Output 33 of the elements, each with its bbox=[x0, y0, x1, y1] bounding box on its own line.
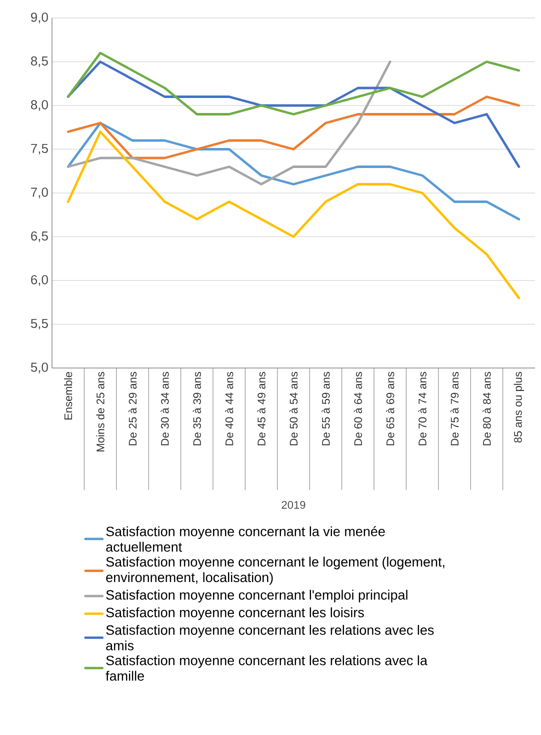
y-tick-label: 8,5 bbox=[30, 56, 48, 68]
x-tick-label: De 40 à 44 ans bbox=[225, 372, 234, 446]
x-tick-label: De 65 à 69 ans bbox=[386, 372, 394, 446]
x-tick-label: De 50 à 54 ans bbox=[289, 372, 298, 446]
y-tick-label: 6,0 bbox=[31, 275, 48, 286]
x-tick-label: Ensemble bbox=[64, 372, 72, 420]
x-tick-label: De 25 à 29 ans bbox=[128, 372, 137, 446]
x-tick-label: 85 ans ou plus bbox=[514, 372, 524, 443]
x-axis-title: 2019 bbox=[282, 501, 306, 509]
x-tick-label: De 35 à 39 ans bbox=[192, 372, 202, 446]
x-tick-label: De 70 à 74 ans bbox=[418, 372, 426, 446]
y-tick-label: 5,0 bbox=[30, 362, 48, 374]
y-tick-label: 9,0 bbox=[31, 12, 48, 24]
legend-label: Satisfaction moyenne concernant les loisirs bbox=[106, 607, 364, 620]
legend-label: Satisfaction moyenne concernant les relations avec les amis bbox=[106, 624, 434, 650]
x-tick-label: De 75 à 79 ans bbox=[450, 372, 459, 446]
legend-label: Satisfaction moyenne concernant le logement (logement, environnement, localisation) bbox=[106, 556, 444, 585]
x-tick-label: Moins de 25 ans bbox=[96, 372, 104, 452]
legend-label: Satisfaction moyenne concernant l'emploi principal bbox=[106, 590, 408, 602]
x-tick-label: De 30 à 34 ans bbox=[160, 372, 169, 446]
y-tick-label: 8,0 bbox=[30, 100, 48, 111]
y-tick-label: 7,0 bbox=[31, 188, 48, 198]
y-tick-label: 5,5 bbox=[30, 318, 48, 330]
line-series bbox=[66, 130, 520, 300]
x-tick-label: De 80 à 84 ans bbox=[482, 372, 491, 446]
x-tick-label: De 55 à 59 ans bbox=[322, 372, 330, 446]
x-tick-label: De 45 à 49 ans bbox=[257, 372, 266, 446]
y-tick-label: 7,5 bbox=[31, 144, 48, 155]
y-tick-label: 6,5 bbox=[31, 231, 48, 242]
line-series bbox=[66, 60, 392, 186]
legend-label: Satisfaction moyenne concernant les relations avec la famille bbox=[106, 655, 428, 681]
x-tick-label: De 60 à 64 ans bbox=[354, 372, 362, 446]
legend-label: Satisfaction moyenne concernant la vie menée actuellement bbox=[106, 526, 385, 552]
